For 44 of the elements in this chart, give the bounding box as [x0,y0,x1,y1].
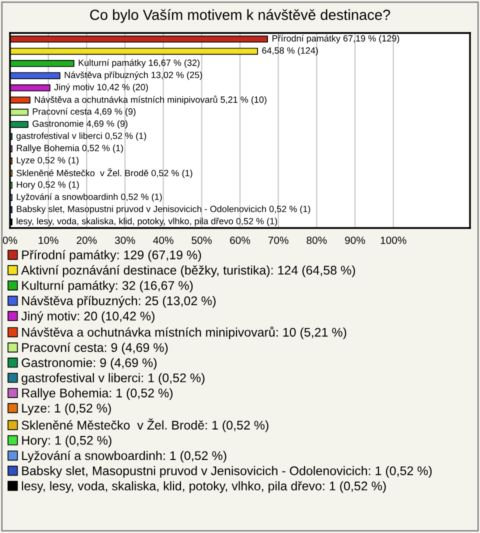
data-label: Hory 0,52 % (1) [16,181,79,190]
legend-label: Hory: 1 (0,52 %) [22,436,112,448]
x-tick-label: 10% [38,236,58,244]
data-label: Gastronomie 4,69 % (9) [32,120,128,129]
legend-label: Lyžování a snowboardinh: 1 (0,52 %) [22,450,226,463]
legend-label: lesy, lesy, voda, skaliska, klid, potoky, vlhko, pila dřevo: 1 (0,52 %) [22,481,386,493]
data-label: Babsky slet, Masopustni pruvod v Jenisovicich - Odolenovicich 0,52 % (1) [16,206,310,214]
legend-label: Lyze: 1 (0,52 %) [22,403,111,416]
data-label: Lyžování a snowboardinh 0,52 % (1) [16,193,162,202]
data-label: Návštěva a ochutnávka místních minipivovarů 5,21 % (10) [34,95,266,105]
data-label: Přírodní památky 67,19 % (129) [272,34,400,44]
legend-label: gastrofestival v liberci: 1 (0,52 %) [22,373,204,385]
x-tick-label: 40% [153,236,174,244]
legend-label: Přírodní památky: 129 (67,19 %) [22,250,201,262]
legend-label: Pracovní cesta: 9 (4,69 %) [22,342,168,354]
data-label: Návštěva příbuzných 13,02 % (25) [64,71,202,80]
x-tick-label: 80% [306,236,327,244]
legend-label: Aktivní poznávání destinace (běžky, turistika): 124 (64,58 %) [21,265,356,278]
legend-label: Návštěva a ochutnávka místních minipivovarů: 10 (5,21 %) [22,326,346,340]
data-label: Lyze 0,52 % (1) [16,156,78,166]
x-tick-label: 60% [230,236,250,244]
data-label: Skleněné Městečko v Žel. Brodě 0,52 % (1) [16,168,192,178]
data-label: Pracovní cesta 4,69 % (9) [32,108,136,116]
x-tick-label: 50% [192,236,212,244]
data-label: Jiný motiv 10,42 % (20) [54,84,148,92]
legend-label: Návštěva příbuzných: 25 (13,02 %) [22,296,216,308]
legend-label: Gastronomie: 9 (4,69 %) [22,358,157,370]
data-label: 64,58 % (124) [262,47,318,56]
data-label: gastrofestival v liberci 0,52 % (1) [16,132,146,141]
legend-label: Rallye Bohemia: 1 (0,52 %) [22,388,173,400]
legend-label: Jiný motiv: 20 (10,42 %) [21,311,154,323]
x-tick-label: 70% [268,236,288,244]
data-label: lesy, lesy, voda, skaliska, klid, potoky, vlhko, pila dřevo 0,52 % (1) [16,218,278,226]
legend-label: Kulturní památky: 32 (16,67 %) [22,280,193,292]
x-tick-label: 0% [2,236,18,244]
chart-title: Co bylo Vaším motivem k návštěvě destinace? [90,9,390,23]
legend-label: Skleněné Městečko v Žel. Brodě: 1 (0,52 %) [22,418,268,432]
x-tick-label: 90% [345,236,366,244]
data-label: Rallye Bohemia 0,52 % (1) [16,144,123,153]
x-tick-label: 20% [76,236,97,244]
x-tick-label: 100% [380,236,406,244]
legend-label: Babsky slet, Masopustni pruvod v Jenisovicich - Odolenovicich: 1 (0,52 %) [22,466,432,478]
x-tick-label: 30% [114,236,136,244]
data-label: Kulturní památky 16,67 % (32) [78,59,200,68]
